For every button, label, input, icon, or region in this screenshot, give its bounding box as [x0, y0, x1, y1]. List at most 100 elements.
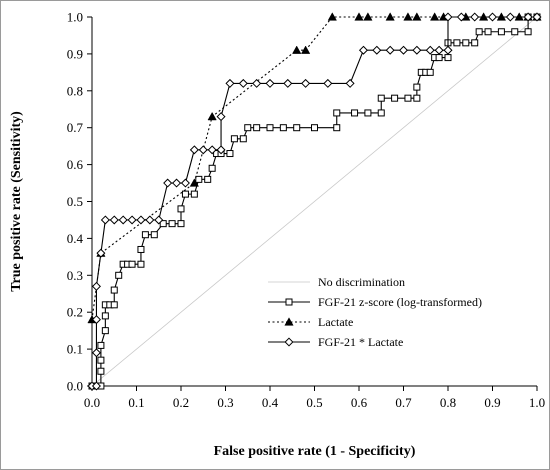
x-tick-label: 0.4 — [262, 395, 279, 410]
lactate-point — [403, 12, 413, 21]
fgf-21-z-score-log-transformed-point — [311, 124, 318, 132]
legend-item: No discrimination — [268, 275, 405, 289]
x-tick-label: 0.5 — [306, 395, 322, 410]
fgf-21-z-score-log-transformed-point — [226, 150, 234, 158]
fgf-21-z-score-log-transformed-point — [137, 245, 145, 253]
fgf-21-z-score-log-transformed-point — [177, 205, 185, 213]
y-tick-label: 0.6 — [67, 157, 84, 172]
fgf-21-lactate-point — [189, 145, 199, 155]
fgf-21-z-score-log-transformed-point — [377, 109, 385, 117]
lactate-point — [430, 12, 440, 21]
fgf-21-lactate-point — [456, 12, 466, 22]
fgf-21-lactate-point — [225, 78, 235, 88]
fgf-21-z-score-log-transformed-point — [110, 301, 118, 309]
x-tick-label: 0.1 — [128, 395, 144, 410]
legend-label: FGF-21 z-score (log-transformed) — [318, 295, 482, 309]
legend-swatch-marker — [284, 337, 294, 347]
fgf-21-z-score-log-transformed-point — [239, 135, 247, 143]
fgf-21-z-score-log-transformed-point — [230, 135, 238, 143]
fgf-21-z-score-log-transformed-series — [88, 13, 541, 390]
fgf-21-z-score-log-transformed-point — [413, 94, 421, 102]
y-tick-label: 0.3 — [67, 268, 83, 283]
fgf-21-lactate-point — [385, 45, 395, 55]
legend-label: Lactate — [318, 315, 353, 329]
fgf-21-lactate-point — [238, 78, 248, 88]
fgf-21-z-score-log-transformed-point — [97, 356, 105, 364]
x-tick-label: 0.7 — [395, 395, 412, 410]
axes: 0.0 0.1 0.2 0.3 0.4 0.5 0.6 0.7 0.8 0.9 1.0 0.0 0.1 0… — [67, 10, 545, 411]
fgf-21-z-score-log-transformed-point — [253, 124, 261, 132]
fgf-21-lactate-point — [198, 145, 208, 155]
fgf-21-z-score-log-transformed-point — [195, 175, 203, 183]
fgf-21-z-score-log-transformed-point — [97, 341, 105, 349]
x-tick-label: 0.2 — [173, 395, 189, 410]
legend-item: FGF-21 z-score (log-transformed) — [268, 295, 482, 309]
fgf-21-z-score-log-transformed-point — [444, 54, 452, 62]
y-tick-label: 1.0 — [67, 10, 83, 25]
fgf-21-z-score-log-transformed-point — [426, 68, 434, 76]
fgf-21-z-score-log-transformed-point — [453, 39, 461, 47]
fgf-21-lactate-point — [100, 215, 110, 225]
fgf-21-lactate-point — [470, 12, 480, 22]
fgf-21-lactate-point — [532, 12, 542, 22]
fgf-21-lactate-point — [358, 45, 368, 55]
fgf-21-z-score-log-transformed-point — [181, 190, 189, 198]
fgf-21-z-score-log-transformed-point — [293, 124, 301, 132]
fgf-21-z-score-log-transformed-point — [97, 367, 105, 375]
fgf-21-lactate-point — [118, 215, 128, 225]
fgf-21-lactate-point — [425, 45, 435, 55]
fgf-21-z-score-log-transformed-point — [413, 83, 421, 91]
fgf-21-lactate-point — [523, 12, 533, 22]
fgf-21-z-score-log-transformed-point — [208, 164, 216, 172]
fgf-21-lactate-point — [216, 145, 226, 155]
legend-swatch-marker — [285, 298, 293, 306]
fgf-21-lactate-series — [87, 12, 542, 391]
fgf-21-z-score-log-transformed-point — [475, 28, 483, 36]
fgf-21-lactate-point — [412, 45, 422, 55]
y-tick-label: 0.1 — [67, 342, 83, 357]
y-tick-label: 0.4 — [67, 231, 84, 246]
y-tick-label: 0.7 — [67, 120, 84, 135]
fgf-21-lactate-point — [91, 281, 101, 291]
legend-item: FGF-21 * Lactate — [268, 335, 403, 349]
lactate-point — [327, 12, 337, 21]
fgf-21-lactate-point — [265, 78, 275, 88]
fgf-21-z-score-log-transformed-point — [115, 271, 123, 279]
fgf-21-lactate-point — [283, 78, 293, 88]
x-tick-label: 0.8 — [440, 395, 456, 410]
x-tick-label: 0.3 — [217, 395, 233, 410]
fgf-21-lactate-point — [172, 178, 182, 188]
lactate-point — [354, 12, 364, 21]
fgf-21-lactate-point — [398, 45, 409, 55]
fgf-21-z-score-log-transformed-point — [137, 260, 145, 268]
legend: No discrimination FGF-21 z-score (log-tra… — [268, 275, 482, 349]
x-tick-label: 0.0 — [84, 395, 100, 410]
fgf-21-z-score-log-transformed-point — [110, 286, 118, 294]
lactate-point — [412, 12, 422, 21]
fgf-21-lactate-point — [487, 12, 498, 22]
y-tick-label: 0.5 — [67, 194, 83, 209]
fgf-21-z-score-log-transformed-point — [159, 220, 167, 228]
lactate-line — [91, 16, 537, 320]
lactate-series — [87, 12, 542, 324]
fgf-21-lactate-point — [216, 112, 226, 122]
lactate-point — [292, 45, 302, 54]
fgf-21-z-score-log-transformed-point — [497, 28, 505, 36]
fgf-21-lactate-point — [91, 315, 101, 325]
fgf-21-z-score-log-transformed-point — [141, 231, 149, 239]
fgf-21-z-score-log-transformed-point — [168, 220, 176, 228]
lactate-point — [300, 45, 311, 54]
fgf-21-lactate-point — [96, 248, 106, 258]
fgf-21-z-score-log-transformed-point — [190, 190, 198, 198]
fgf-21-lactate-point — [372, 45, 382, 55]
fgf-21-z-score-log-transformed-point — [266, 124, 274, 132]
x-tick-label: 1.0 — [529, 395, 545, 410]
fgf-21-z-score-log-transformed-point — [511, 28, 519, 36]
legend-label: No discrimination — [318, 275, 405, 289]
fgf-21-lactate-point — [443, 45, 453, 55]
fgf-21-z-score-log-transformed-point — [204, 175, 212, 183]
fgf-21-lactate-point — [180, 178, 190, 188]
fgf-21-z-score-log-transformed-point — [471, 39, 479, 47]
legend-label: FGF-21 * Lactate — [318, 335, 403, 349]
fgf-21-z-score-log-transformed-point — [177, 220, 185, 228]
